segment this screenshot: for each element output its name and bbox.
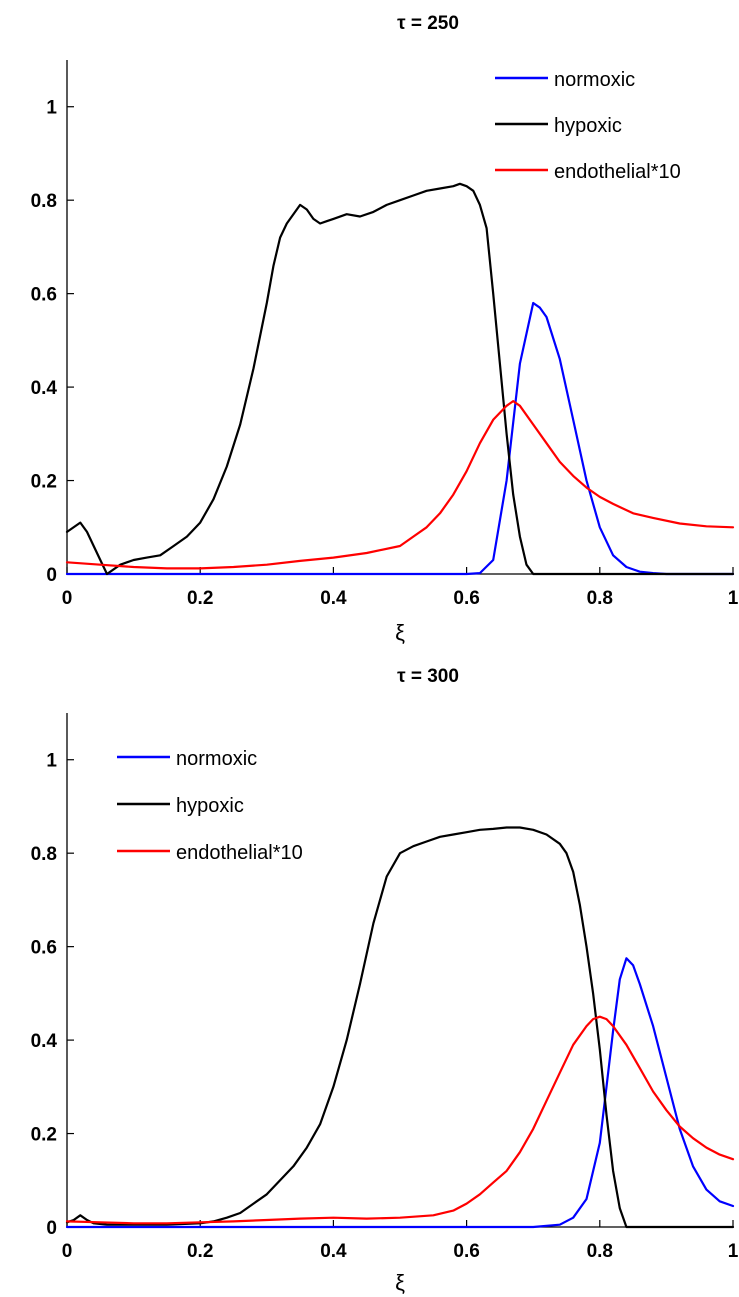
x-tick-label: 0	[62, 1241, 73, 1262]
legend-label: hypoxic	[554, 115, 622, 137]
y-tick-label: 0	[46, 1218, 57, 1239]
chart-title: τ = 300	[397, 666, 459, 687]
y-tick-label: 0.2	[31, 472, 57, 493]
x-tick-label: 0.6	[453, 588, 479, 609]
series-line-normoxic	[65, 957, 735, 1229]
y-tick-label: 0.6	[31, 285, 57, 306]
y-tick-label: 1	[46, 98, 57, 119]
x-tick-label: 0.8	[587, 588, 613, 609]
x-tick-label: 0.2	[187, 1241, 213, 1262]
chart-panel-tau-250: 0 0.2 0.4 0.6 0.8 1 0 0.2 0.4 0.6 0.8 1 τ = 250 ξ norm…	[31, 13, 739, 645]
y-tick-label: 0.2	[31, 1125, 57, 1146]
y-tick-label: 0.4	[31, 1031, 58, 1052]
legend-label: hypoxic	[176, 795, 244, 817]
x-tick-label: 1	[728, 1241, 739, 1262]
y-tick-label: 0.4	[31, 378, 58, 399]
legend-label: endothelial*10	[176, 842, 303, 864]
legend: normoxic hypoxic endothelial*10	[495, 69, 681, 183]
x-axis-label: ξ	[395, 1270, 405, 1295]
y-tick-label: 0.6	[31, 938, 57, 959]
series-line-hypoxic	[65, 826, 735, 1229]
series-line-endothelial-10	[65, 400, 735, 570]
legend-label: normoxic	[176, 748, 257, 770]
legend: normoxic hypoxic endothelial*10	[117, 748, 303, 864]
x-tick-label: 0.6	[453, 1241, 479, 1262]
series-line-endothelial-10	[65, 1015, 735, 1225]
y-tick-label: 0.8	[31, 844, 57, 865]
series-line-normoxic	[65, 301, 735, 576]
y-tick-label: 0.8	[31, 191, 57, 212]
chart-title: τ = 250	[397, 13, 459, 34]
x-axis-label: ξ	[395, 620, 405, 645]
x-tick-label: 0.8	[587, 1241, 613, 1262]
x-tick-label: 0.4	[320, 588, 347, 609]
y-tick-label: 0	[46, 565, 57, 586]
y-tick-label: 1	[46, 751, 57, 772]
legend-label: normoxic	[554, 69, 635, 91]
x-tick-label: 0	[62, 588, 73, 609]
x-tick-label: 0.2	[187, 588, 213, 609]
chart-panel-tau-300: 0 0.2 0.4 0.6 0.8 1 0 0.2 0.4 0.6 0.8 1 τ = 300 ξ norm…	[31, 666, 739, 1295]
legend-label: endothelial*10	[554, 161, 681, 183]
x-tick-label: 1	[728, 588, 739, 609]
x-tick-label: 0.4	[320, 1241, 347, 1262]
series-line-hypoxic	[65, 182, 735, 576]
